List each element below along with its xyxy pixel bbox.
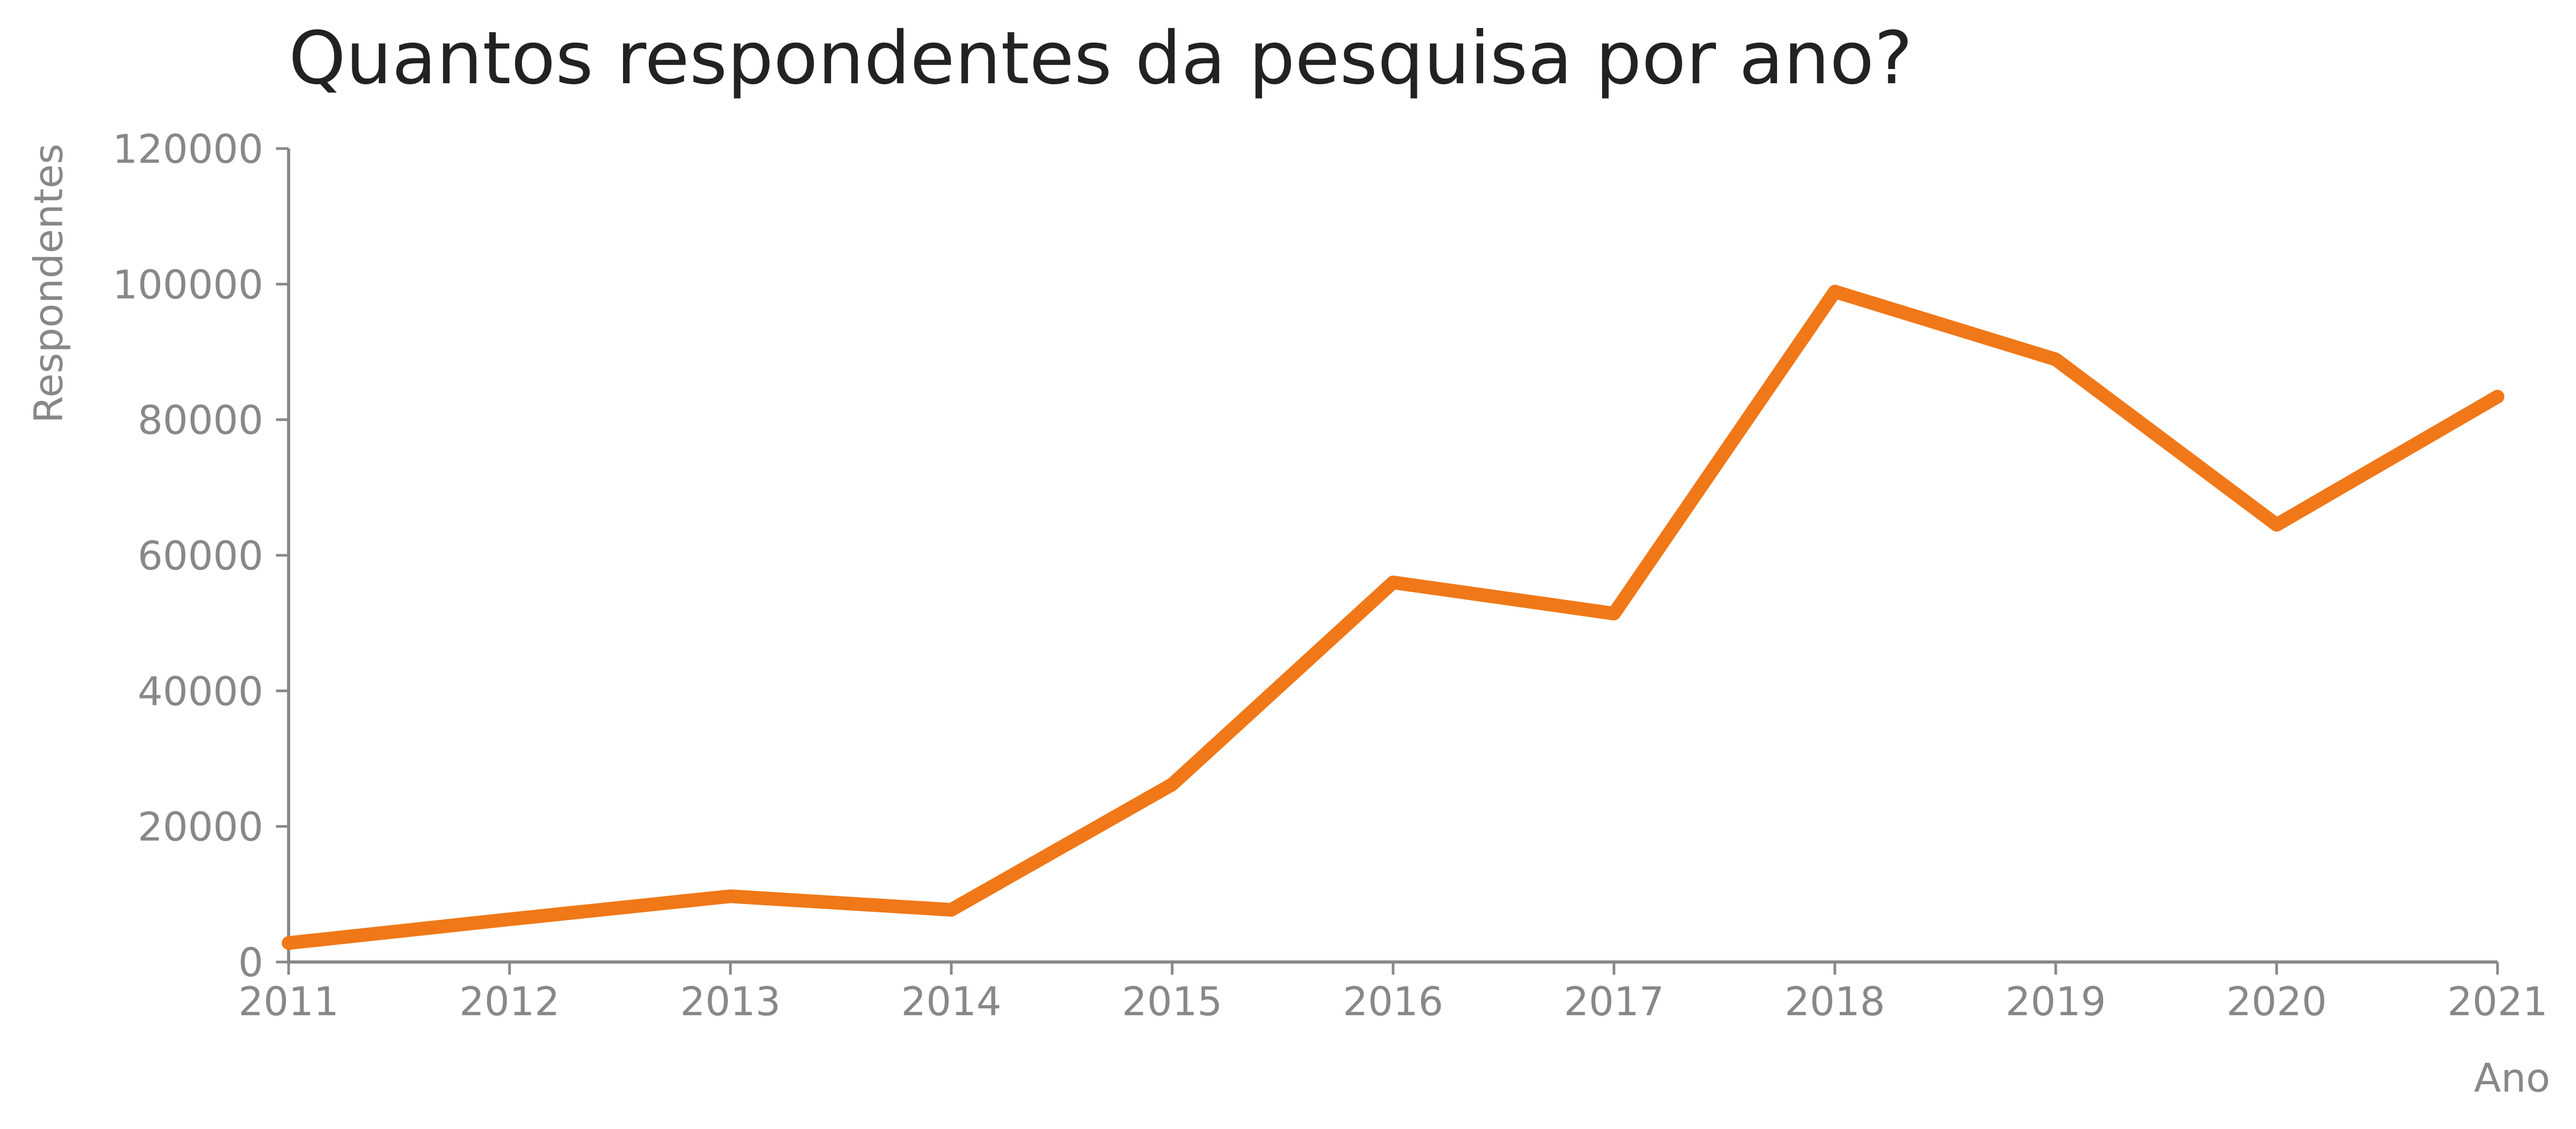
x-tick-label: 2013 [680, 978, 781, 1025]
data-point [1172, 784, 1173, 785]
x-tick-label: 2011 [239, 978, 339, 1025]
x-tick-label: 2016 [1343, 978, 1444, 1025]
data-point [1613, 613, 1614, 614]
data-point [1834, 291, 1835, 292]
chart-title: Quantos respondentes da pesquisa por ano… [289, 16, 1913, 101]
x-tick-label: 2012 [459, 978, 560, 1025]
x-axis-label: Ano [2474, 1055, 2550, 1101]
y-tick-label: 120000 [113, 126, 263, 172]
x-tick-label: 2020 [2226, 978, 2327, 1025]
data-point [2497, 396, 2498, 397]
x-tick-label: 2014 [901, 978, 1002, 1025]
y-tick-label: 40000 [137, 668, 263, 714]
data-point [288, 943, 289, 944]
x-tick-label: 2017 [1564, 978, 1664, 1025]
data-point [951, 909, 952, 910]
data-point [1393, 582, 1394, 583]
x-tick-label: 2021 [2447, 978, 2548, 1025]
data-point [730, 896, 731, 897]
y-tick-label: 20000 [137, 804, 263, 850]
series-layer [288, 291, 2498, 943]
x-tick-label: 2018 [1784, 978, 1885, 1025]
x-axis-ticks: 2011 2012 2013 2014 2015 2016 2017 2018 2019 2020… [239, 962, 2548, 1025]
y-tick-label: 60000 [137, 533, 263, 579]
data-point [509, 919, 510, 920]
x-tick-label: 2015 [1122, 978, 1222, 1025]
y-tick-label: 80000 [137, 397, 263, 444]
y-tick-label: 100000 [113, 261, 263, 308]
x-tick-label: 2019 [2006, 978, 2106, 1025]
data-point [2055, 359, 2056, 360]
series-line [289, 291, 2498, 943]
data-point [2276, 524, 2277, 525]
y-axis-label: Respondentes [25, 144, 72, 424]
